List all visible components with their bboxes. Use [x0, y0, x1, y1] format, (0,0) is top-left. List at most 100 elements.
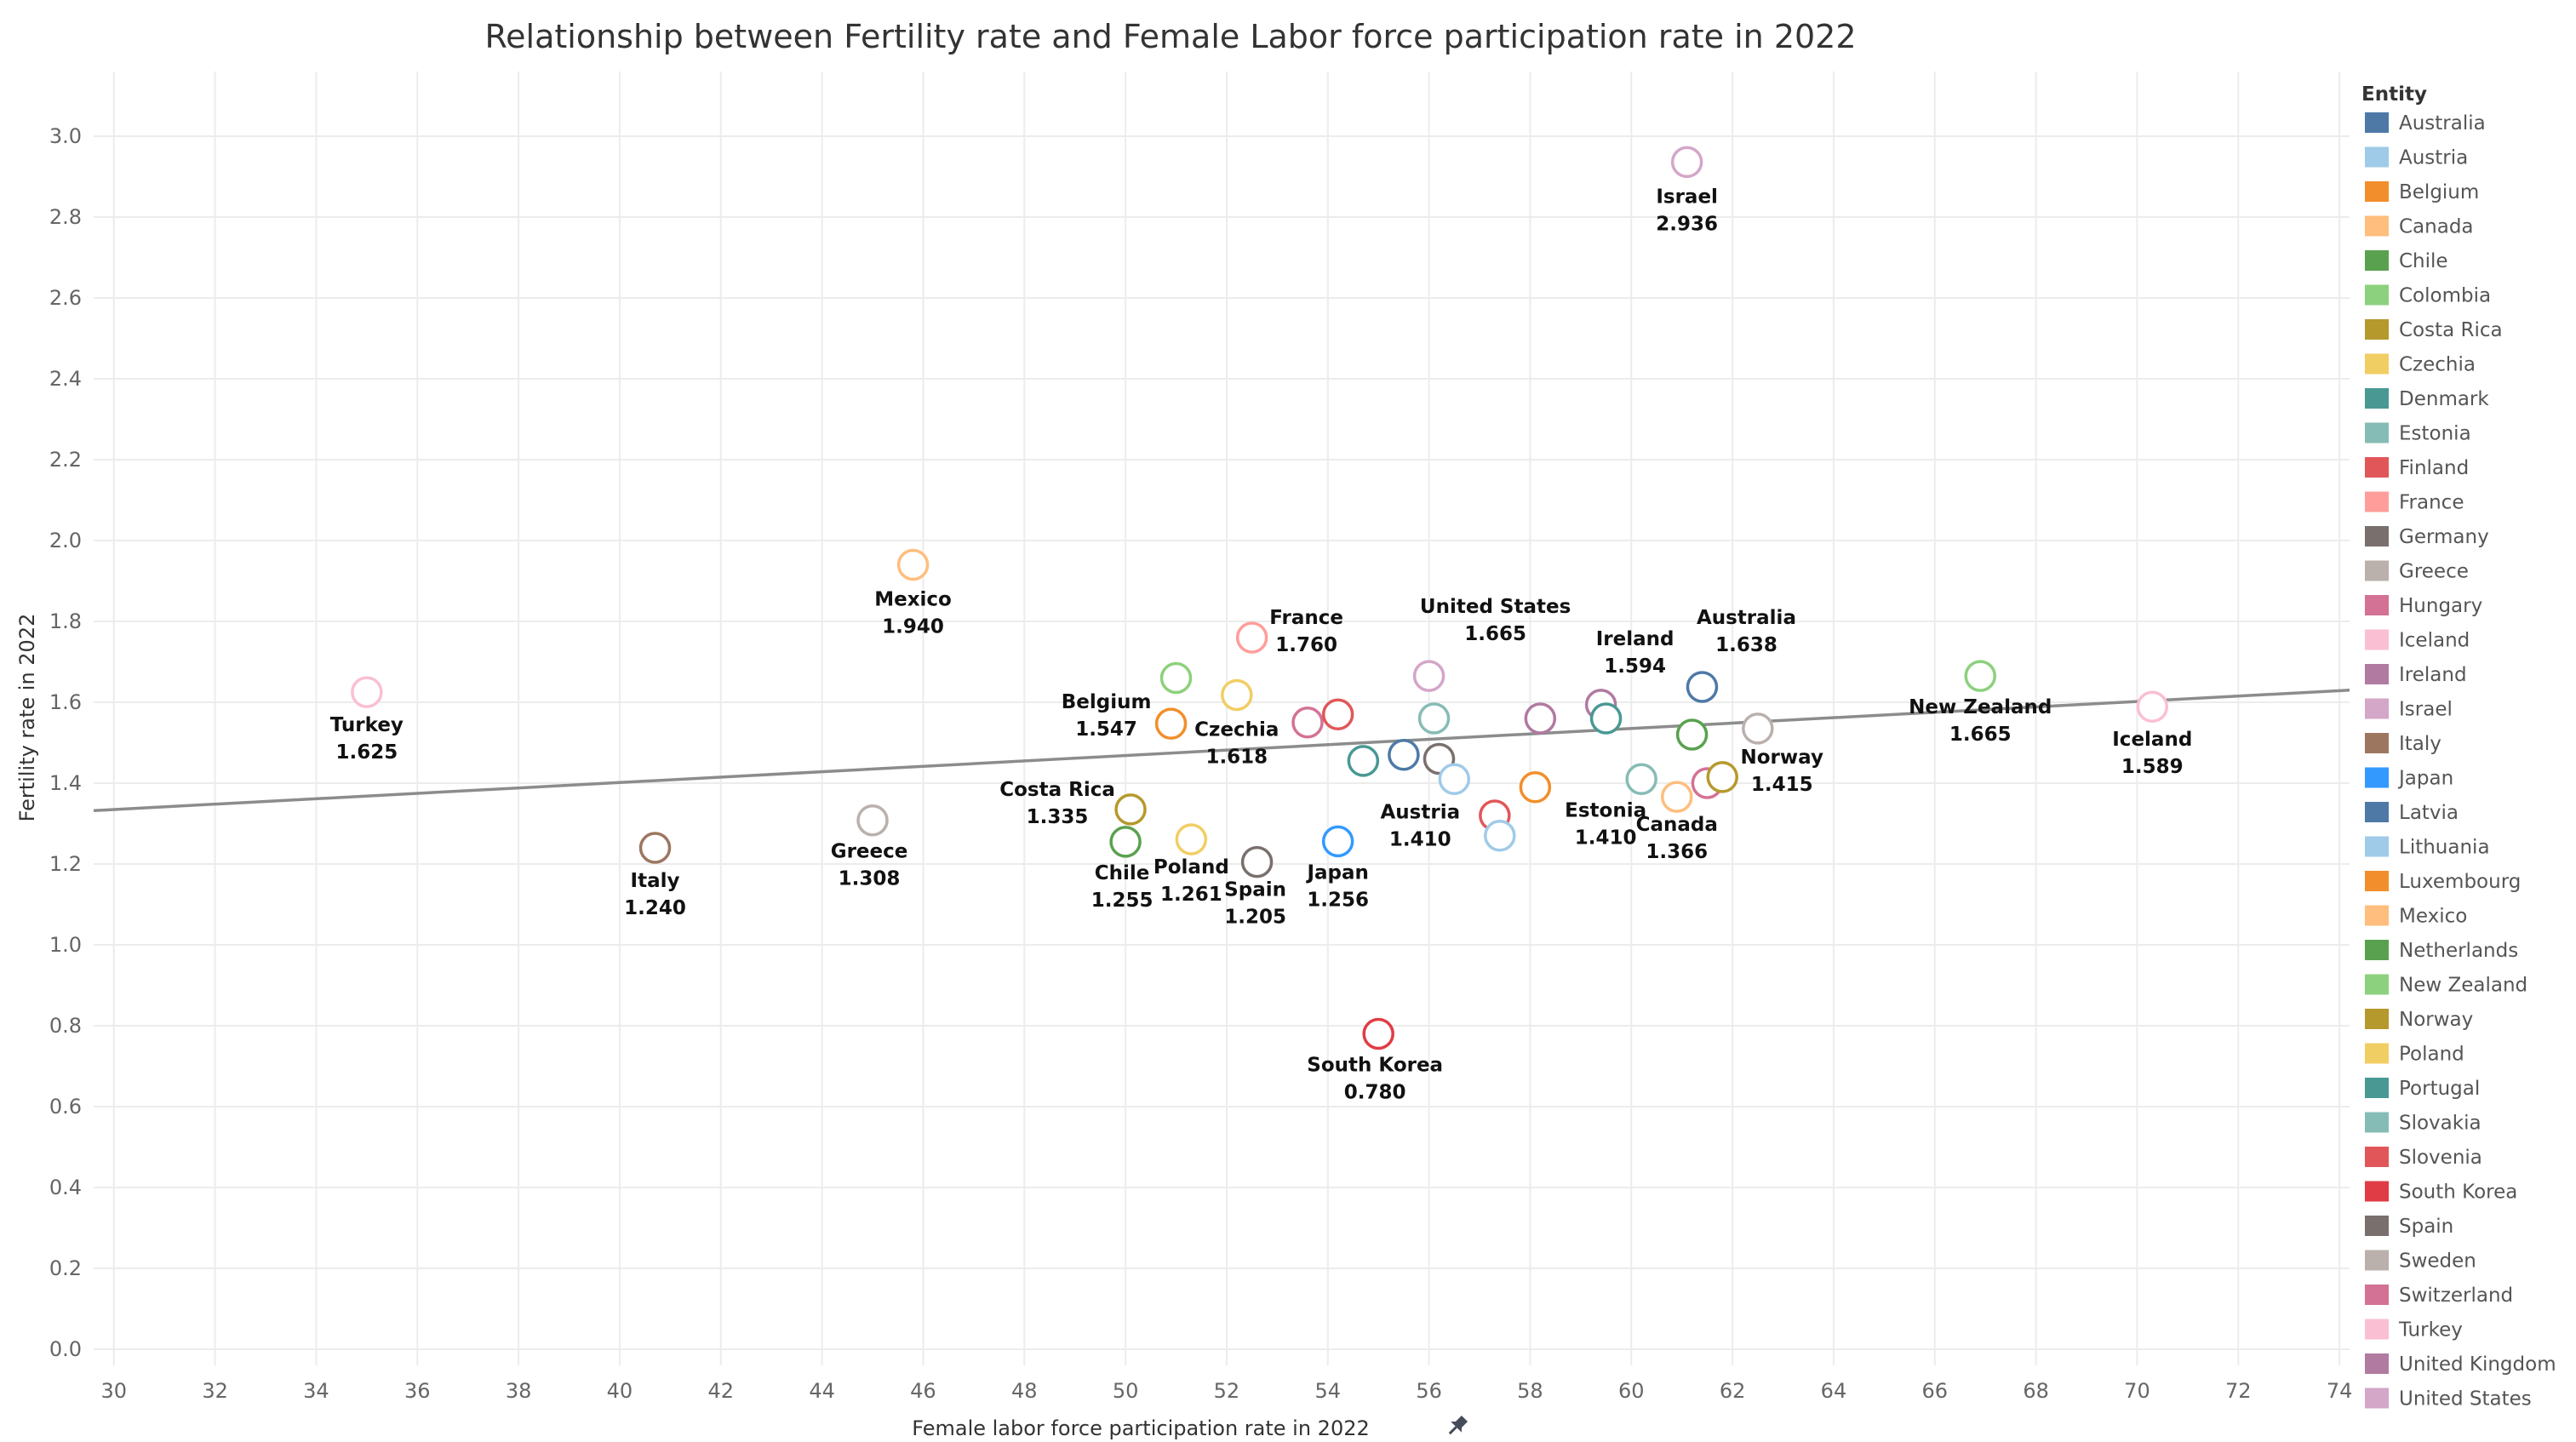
legend-swatch-united-states[interactable] [2365, 1388, 2389, 1409]
legend-swatch-denmark[interactable] [2365, 388, 2389, 409]
point-iceland[interactable] [2136, 690, 2169, 723]
legend-label-australia[interactable]: Australia [2399, 112, 2486, 134]
legend-label-poland[interactable]: Poland [2399, 1044, 2464, 1066]
legend-label-finland[interactable]: Finland [2399, 457, 2469, 479]
legend-swatch-portugal[interactable] [2365, 1078, 2389, 1098]
legend-label-greece[interactable]: Greece [2399, 561, 2469, 583]
legend-label-czechia[interactable]: Czechia [2399, 354, 2476, 376]
legend-swatch-iceland[interactable] [2365, 629, 2389, 650]
legend-label-sweden[interactable]: Sweden [2399, 1250, 2476, 1273]
point-czechia[interactable] [1221, 678, 1253, 712]
legend-swatch-hungary[interactable] [2365, 595, 2389, 615]
point-australia[interactable] [1686, 671, 1719, 703]
legend-swatch-colombia[interactable] [2365, 284, 2389, 306]
point-canada[interactable] [1661, 781, 1693, 813]
legend-label-united-states[interactable]: United States [2399, 1388, 2532, 1411]
point-finland[interactable] [1321, 698, 1354, 730]
legend-swatch-spain[interactable] [2365, 1216, 2389, 1236]
point-united-states[interactable] [1412, 660, 1445, 692]
legend-swatch-belgium[interactable] [2365, 181, 2389, 202]
legend-swatch-czechia[interactable] [2365, 353, 2389, 375]
point-austria[interactable] [1438, 763, 1471, 795]
legend-swatch-france[interactable] [2365, 491, 2389, 512]
point-denmark[interactable] [1347, 745, 1380, 777]
point-poland[interactable] [1175, 823, 1208, 855]
legend-label-estonia[interactable]: Estonia [2399, 423, 2471, 445]
legend-swatch-estonia[interactable] [2365, 422, 2389, 443]
legend-label-iceland[interactable]: Iceland [2399, 630, 2470, 652]
point-mexico[interactable] [896, 548, 930, 581]
legend-swatch-germany[interactable] [2365, 526, 2389, 546]
legend-swatch-latvia[interactable] [2365, 802, 2389, 822]
point-norway[interactable] [1706, 761, 1738, 793]
point-israel[interactable] [1670, 146, 1703, 179]
legend-label-france[interactable]: France [2399, 492, 2464, 514]
legend-swatch-canada[interactable] [2365, 215, 2389, 237]
legend-swatch-mexico[interactable] [2365, 905, 2389, 926]
point-united-kingdom[interactable] [1524, 702, 1557, 735]
point-france[interactable] [1235, 621, 1268, 654]
point-japan[interactable] [1321, 825, 1354, 858]
point-lithuania[interactable] [1484, 820, 1516, 852]
legend-label-new-zealand[interactable]: New Zealand [2399, 975, 2527, 997]
legend-label-spain[interactable]: Spain [2399, 1216, 2453, 1238]
legend-label-italy[interactable]: Italy [2399, 733, 2441, 755]
point-chile[interactable] [1109, 826, 1142, 858]
legend-label-lithuania[interactable]: Lithuania [2399, 837, 2490, 859]
legend-swatch-australia[interactable] [2365, 112, 2389, 133]
point-turkey[interactable] [351, 676, 383, 708]
point-belgium[interactable] [1154, 707, 1188, 740]
legend-label-norway[interactable]: Norway [2399, 1009, 2473, 1031]
legend-swatch-norway[interactable] [2365, 1009, 2389, 1029]
point-spain[interactable] [1240, 845, 1274, 878]
legend-label-canada[interactable]: Canada [2399, 216, 2474, 238]
point-estonia[interactable] [1625, 763, 1657, 795]
point-luxembourg[interactable] [1519, 771, 1552, 804]
legend-swatch-austria[interactable] [2365, 146, 2389, 168]
point-greece[interactable] [856, 804, 889, 837]
legend-label-south-korea[interactable]: South Korea [2399, 1182, 2517, 1204]
legend-swatch-new-zealand[interactable] [2365, 974, 2389, 995]
point-italy[interactable] [638, 832, 672, 864]
legend-swatch-switzerland[interactable] [2365, 1285, 2389, 1305]
legend-label-ireland[interactable]: Ireland [2399, 664, 2467, 686]
legend-swatch-south-korea[interactable] [2365, 1181, 2389, 1202]
legend-label-slovenia[interactable]: Slovenia [2399, 1147, 2482, 1169]
point-hungary[interactable] [1291, 707, 1324, 739]
legend-label-turkey[interactable]: Turkey [2398, 1319, 2463, 1342]
legend-label-israel[interactable]: Israel [2399, 699, 2453, 721]
legend-swatch-costa-rica[interactable] [2365, 319, 2389, 340]
legend-swatch-luxembourg[interactable] [2365, 871, 2389, 891]
legend-label-costa-rica[interactable]: Costa Rica [2399, 319, 2503, 341]
legend-swatch-slovakia[interactable] [2365, 1112, 2389, 1133]
point-latvia[interactable] [1388, 739, 1420, 771]
legend-label-mexico[interactable]: Mexico [2399, 906, 2467, 928]
legend-swatch-chile[interactable] [2365, 250, 2389, 271]
legend-swatch-finland[interactable] [2365, 457, 2389, 478]
legend-swatch-greece[interactable] [2365, 560, 2389, 581]
legend-swatch-japan[interactable] [2365, 767, 2389, 788]
legend-label-colombia[interactable]: Colombia [2399, 285, 2491, 307]
legend-label-austria[interactable]: Austria [2399, 147, 2468, 169]
legend-label-denmark[interactable]: Denmark [2399, 388, 2489, 410]
point-new-zealand[interactable] [1964, 660, 1997, 692]
pin-icon[interactable] [1444, 1413, 1469, 1439]
point-portugal[interactable] [1589, 702, 1623, 735]
legend-label-united-kingdom[interactable]: United Kingdom [2399, 1353, 2556, 1376]
legend-label-luxembourg[interactable]: Luxembourg [2399, 871, 2521, 893]
legend-swatch-netherlands[interactable] [2365, 940, 2389, 960]
point-sweden[interactable] [1742, 712, 1774, 745]
legend-label-netherlands[interactable]: Netherlands [2399, 940, 2518, 962]
point-netherlands[interactable] [1675, 718, 1709, 751]
legend-swatch-ireland[interactable] [2365, 664, 2389, 684]
point-costa-rica[interactable] [1114, 793, 1147, 826]
legend-swatch-poland[interactable] [2365, 1043, 2389, 1064]
legend-swatch-sweden[interactable] [2365, 1250, 2389, 1271]
legend-swatch-italy[interactable] [2365, 733, 2389, 753]
legend-swatch-slovenia[interactable] [2365, 1147, 2389, 1167]
point-colombia[interactable] [1159, 661, 1193, 695]
legend-label-hungary[interactable]: Hungary [2399, 595, 2482, 617]
legend-label-switzerland[interactable]: Switzerland [2399, 1285, 2513, 1307]
legend-swatch-turkey[interactable] [2365, 1319, 2389, 1340]
legend-label-germany[interactable]: Germany [2399, 526, 2489, 548]
